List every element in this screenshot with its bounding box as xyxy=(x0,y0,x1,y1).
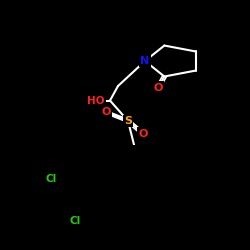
Text: N: N xyxy=(140,56,149,66)
Text: O: O xyxy=(101,107,111,117)
Text: O: O xyxy=(154,82,163,92)
Text: Cl: Cl xyxy=(45,174,56,184)
Text: Cl: Cl xyxy=(69,216,80,226)
Text: HO: HO xyxy=(87,96,105,106)
Text: O: O xyxy=(138,129,148,139)
Text: S: S xyxy=(124,116,132,126)
